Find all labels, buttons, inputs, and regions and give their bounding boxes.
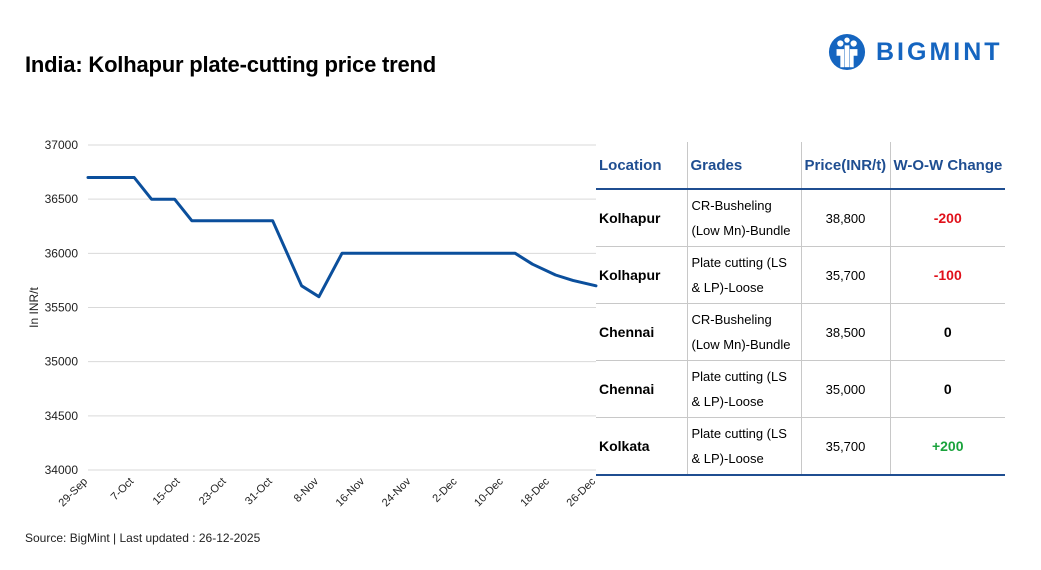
y-tick-label: 36000 (45, 246, 79, 260)
cell-price: 35,700 (800, 246, 890, 304)
page-title: India: Kolhapur plate-cutting price tren… (25, 52, 437, 77)
table-header-row: Location Grades Price(INR/t) W-O-W Chang… (596, 142, 1005, 190)
y-tick-label: 34000 (45, 463, 79, 477)
x-tick-label: 18-Dec (518, 475, 552, 509)
x-tick-label: 10-Dec (472, 475, 506, 509)
price-table: Location Grades Price(INR/t) W-O-W Chang… (596, 142, 1005, 476)
cell-price: 38,500 (800, 303, 890, 361)
table-row: Chennai Plate cutting (LS & LP)-Loose 35… (596, 360, 1005, 418)
col-header-grades: Grades (686, 142, 801, 190)
col-header-change: W-O-W Change (889, 142, 1005, 190)
cell-grade: Plate cutting (LS & LP)-Loose (686, 360, 801, 418)
brand-name: BIGMINT (876, 37, 1003, 66)
x-tick-label: 15-Oct (151, 476, 183, 508)
y-tick-label: 34500 (45, 409, 79, 423)
cell-grade: CR-Busheling (Low Mn)-Bundle (686, 303, 801, 361)
cell-location: Chennai (596, 360, 687, 418)
x-tick-label: 26-Dec (565, 475, 599, 509)
x-tick-label: 24-Nov (380, 475, 414, 509)
price-table-container: Location Grades Price(INR/t) W-O-W Chang… (596, 142, 1005, 476)
cell-change: -100 (889, 246, 1005, 304)
brand-logo: BIGMINT (828, 33, 1003, 71)
table-row: Kolkata Plate cutting (LS & LP)-Loose 35… (596, 417, 1005, 476)
col-header-location: Location (596, 142, 687, 190)
cell-location: Kolkata (596, 417, 687, 476)
x-tick-label: 8-Nov (292, 475, 322, 505)
cell-location: Kolhapur (596, 189, 687, 247)
table-row: Chennai CR-Busheling (Low Mn)-Bundle 38,… (596, 303, 1005, 361)
chart-series (86, 176, 598, 299)
chart-gridlines (88, 144, 596, 471)
series-line-price (86, 176, 598, 299)
cell-change: +200 (889, 417, 1005, 476)
y-axis-label: In INR/t (27, 287, 41, 328)
cell-price: 35,000 (800, 360, 890, 418)
cell-location: Kolhapur (596, 246, 687, 304)
y-tick-label: 35000 (45, 355, 79, 369)
y-tick-label: 37000 (45, 138, 79, 152)
x-tick-label: 31-Oct (243, 476, 275, 508)
x-tick-label: 16-Nov (334, 475, 368, 509)
cell-change: 0 (889, 360, 1005, 418)
cell-grade: Plate cutting (LS & LP)-Loose (686, 246, 801, 304)
y-axis-ticks: 37000 36500 36000 35500 35000 34500 34000 (45, 138, 79, 477)
cell-change: 0 (889, 303, 1005, 361)
y-tick-label: 35500 (45, 301, 79, 315)
cell-location: Chennai (596, 303, 687, 361)
cell-grade: CR-Busheling (Low Mn)-Bundle (686, 189, 801, 247)
source-note: Source: BigMint | Last updated : 26-12-2… (25, 531, 261, 545)
table-row: Kolhapur Plate cutting (LS & LP)-Loose 3… (596, 246, 1005, 304)
table-row: Kolhapur CR-Busheling (Low Mn)-Bundle 38… (596, 189, 1005, 247)
x-axis-ticks: 29-Sep 7-Oct 15-Oct 23-Oct 31-Oct 8-Nov 16-Nov… (57, 475, 599, 509)
x-tick-label: 7-Oct (109, 476, 137, 504)
bigmint-logo-icon (828, 33, 866, 71)
x-tick-label: 23-Oct (197, 476, 229, 508)
cell-price: 38,800 (800, 189, 890, 247)
cell-price: 35,700 (800, 417, 890, 476)
x-tick-label: 2-Dec (430, 475, 460, 505)
y-tick-label: 36500 (45, 192, 79, 206)
col-header-price: Price(INR/t) (800, 142, 890, 190)
cell-grade: Plate cutting (LS & LP)-Loose (686, 417, 801, 476)
cell-change: -200 (889, 189, 1005, 247)
x-tick-label: 29-Sep (57, 476, 91, 510)
